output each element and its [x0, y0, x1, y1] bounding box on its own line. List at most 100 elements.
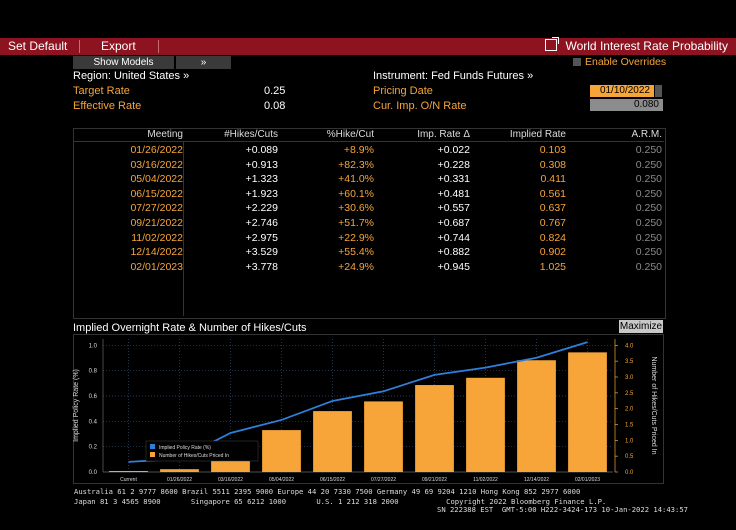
- table-cell: 06/15/2022: [130, 187, 183, 200]
- y-tick-label: 1.0: [89, 343, 98, 349]
- table-cell: +82.3%: [338, 158, 374, 171]
- col-header-implied-rate: Implied Rate: [509, 129, 566, 140]
- table-cell: 0.561: [539, 187, 566, 200]
- x-tick-label: 03/16/2022: [218, 477, 243, 483]
- table-cell: +1.323: [245, 173, 278, 186]
- bar-hikes: [262, 430, 301, 472]
- table-cell: +0.882: [437, 246, 470, 259]
- table-cell: +2.975: [245, 231, 278, 244]
- cur-imp-rate-label: Cur. Imp. O/N Rate: [373, 100, 467, 112]
- x-tick-label: Current: [120, 477, 137, 483]
- y2-tick-label: 0.5: [625, 454, 634, 460]
- y2-tick-label: 3.0: [625, 375, 634, 381]
- table-cell: 01/26/2022: [130, 144, 183, 156]
- y-tick-label: 0.2: [89, 445, 98, 451]
- bar-hikes: [364, 401, 403, 472]
- y2-tick-label: 2.5: [625, 391, 634, 397]
- table-cell: 0.308: [539, 158, 566, 171]
- table-cell: +0.687: [437, 217, 470, 229]
- set-default-button[interactable]: Set Default: [8, 39, 68, 53]
- target-rate-value: 0.25: [264, 85, 286, 97]
- table-header-divider: [74, 141, 664, 142]
- table-cell: +0.481: [437, 187, 470, 200]
- effective-rate-value: 0.08: [264, 100, 286, 112]
- table-cell: 0.411: [540, 173, 567, 186]
- chart-title: Implied Overnight Rate & Number of Hikes…: [73, 322, 307, 334]
- table-cell: 05/04/2022: [130, 173, 183, 186]
- table-cell: +0.228: [437, 158, 470, 171]
- table-cell: +2.229: [245, 202, 278, 215]
- y-tick-label: 0.6: [89, 394, 98, 400]
- table-cell: +30.6%: [338, 202, 374, 215]
- legend-swatch-line: [150, 444, 155, 449]
- table-cell: 07/27/2022: [130, 202, 183, 215]
- pricing-date-label: Pricing Date: [373, 85, 433, 97]
- x-tick-label: 02/01/2023: [575, 477, 600, 483]
- table-cell: +41.0%: [338, 173, 374, 186]
- legend-label-line: Implied Policy Rate (%): [159, 445, 211, 451]
- table-cell: +24.9%: [338, 260, 374, 273]
- target-rate-label: Target Rate: [73, 85, 130, 97]
- col-header-pct: %Hike/Cut: [326, 129, 374, 140]
- table-cell: 02/01/2023: [130, 260, 183, 273]
- bar-hikes: [109, 471, 148, 472]
- window-title: World Interest Rate Probability: [545, 37, 728, 55]
- x-tick-label: 06/15/2022: [320, 477, 345, 483]
- bar-hikes: [568, 352, 607, 472]
- x-tick-label: 01/26/2022: [167, 477, 192, 483]
- table-cell: +8.9%: [343, 144, 374, 156]
- table-cell: +55.4%: [338, 246, 374, 259]
- bar-hikes: [517, 360, 556, 472]
- table-cell: 12/14/2022: [130, 246, 183, 259]
- show-models-button[interactable]: Show Models: [73, 56, 174, 69]
- footer-session-info: SN 222388 EST GMT-5:00 H222-3424-173 10-…: [437, 505, 688, 514]
- table-cell: +51.7%: [338, 217, 374, 229]
- y2-tick-label: 1.5: [625, 423, 634, 429]
- x-tick-label: 09/21/2022: [422, 477, 447, 483]
- table-cell: 11/02/2022: [131, 231, 183, 244]
- table-cell: +2.746: [245, 217, 278, 229]
- region-selector[interactable]: Region: United States »: [73, 70, 190, 82]
- cur-imp-rate-field[interactable]: 0.080: [590, 99, 663, 111]
- chart-frame: [73, 334, 664, 484]
- table-cell: 09/21/2022: [130, 217, 183, 229]
- instrument-selector[interactable]: Instrument: Fed Funds Futures »: [373, 70, 534, 82]
- table-cell: +1.923: [245, 187, 278, 200]
- bar-hikes: [466, 377, 505, 472]
- x-tick-label: 07/27/2022: [371, 477, 396, 483]
- expand-chevron-button[interactable]: »: [176, 56, 231, 69]
- x-tick-label: 12/14/2022: [524, 477, 549, 483]
- pricing-date-field[interactable]: 01/10/2022: [590, 85, 654, 97]
- table-cell: 1.025: [539, 260, 566, 273]
- table-cell: +60.1%: [338, 187, 374, 200]
- table-cell: 0.767: [539, 217, 566, 229]
- y2-axis-label: Number of Hikes/Cuts Priced In: [650, 356, 657, 454]
- table-cell: 0.637: [539, 202, 566, 215]
- y-tick-label: 0.0: [89, 470, 98, 476]
- table-cell: 0.902: [539, 246, 566, 259]
- table-cell: 0.250: [635, 144, 662, 156]
- table-cell: 0.250: [635, 231, 662, 244]
- table-cell: 0.250: [635, 202, 662, 215]
- table-cell: 0.824: [539, 231, 566, 244]
- enable-overrides-checkbox[interactable]: [573, 58, 581, 66]
- legend-box: [145, 440, 259, 462]
- maximize-button[interactable]: Maximize: [619, 320, 663, 333]
- y2-tick-label: 2.0: [625, 407, 634, 413]
- legend-label-bar: Number of Hikes/Cuts Priced In: [159, 453, 229, 459]
- table-column-divider: [183, 141, 184, 316]
- y2-tick-label: 0.0: [625, 470, 634, 476]
- table-cell: +22.9%: [338, 231, 374, 244]
- col-header-imp-delta: Imp. Rate Δ: [417, 129, 470, 140]
- footer-contacts-line1: Australia 61 2 9777 8600 Brazil 5511 239…: [74, 487, 581, 496]
- calendar-icon[interactable]: [655, 85, 662, 97]
- col-header-hikes: #Hikes/Cuts: [224, 129, 278, 140]
- table-cell: 0.250: [635, 246, 662, 259]
- launch-icon[interactable]: [545, 37, 560, 51]
- table-cell: +0.022: [437, 144, 470, 156]
- toolbar: Set Default Export World Interest Rate P…: [0, 37, 736, 55]
- export-button[interactable]: Export: [101, 39, 136, 53]
- table-cell: +0.331: [437, 173, 470, 186]
- table-cell: +0.744: [437, 231, 470, 244]
- y-tick-label: 0.8: [89, 369, 98, 375]
